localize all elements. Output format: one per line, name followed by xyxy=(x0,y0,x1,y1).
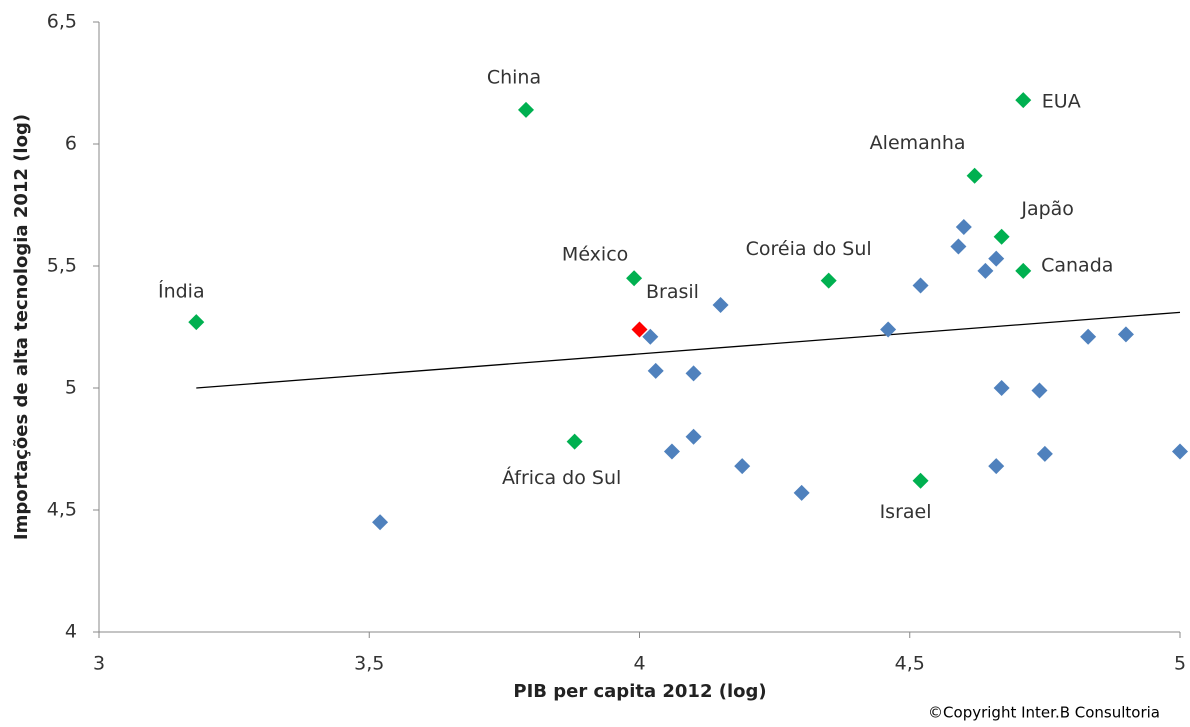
point xyxy=(966,167,983,184)
point xyxy=(712,297,729,314)
point xyxy=(517,101,534,118)
point-label: Coréia do Sul xyxy=(746,238,872,260)
point xyxy=(988,250,1005,267)
point xyxy=(685,428,702,445)
point xyxy=(1080,328,1097,345)
x-tick-label: 3,5 xyxy=(354,653,384,675)
point-label: Japão xyxy=(1020,198,1074,220)
y-tick-label: 4,5 xyxy=(47,499,77,521)
y-tick-label: 6 xyxy=(65,133,77,155)
point xyxy=(1117,326,1134,343)
point-label: Alemanha xyxy=(870,132,966,154)
y-tick-label: 5 xyxy=(65,377,77,399)
point xyxy=(566,433,583,450)
x-tick-label: 4 xyxy=(633,653,645,675)
point xyxy=(793,484,810,501)
y-tick-label: 4 xyxy=(65,621,77,643)
point xyxy=(647,362,664,379)
point-label: México xyxy=(562,244,628,266)
x-tick-label: 4,5 xyxy=(895,653,925,675)
point-label: Brasil xyxy=(646,281,699,303)
x-tick-label: 5 xyxy=(1174,653,1186,675)
point xyxy=(950,238,967,255)
point-label: Canada xyxy=(1041,254,1113,276)
point-label: EUA xyxy=(1042,91,1081,113)
x-axis-title: PIB per capita 2012 (log) xyxy=(513,681,766,702)
point xyxy=(631,321,648,338)
point xyxy=(988,458,1005,475)
point xyxy=(626,270,643,287)
point-label: Índia xyxy=(158,280,205,303)
point xyxy=(663,443,680,460)
point xyxy=(912,277,929,294)
trendline xyxy=(196,311,1181,389)
point xyxy=(993,380,1010,396)
point xyxy=(977,262,994,279)
point-label: China xyxy=(487,66,541,88)
point-label: África do Sul xyxy=(502,466,621,489)
point xyxy=(734,458,751,475)
y-tick-label: 6,5 xyxy=(47,11,77,33)
point xyxy=(912,472,929,489)
point xyxy=(955,218,972,235)
point xyxy=(372,514,389,531)
point xyxy=(820,272,837,289)
point xyxy=(188,314,205,331)
point xyxy=(1031,382,1048,399)
point xyxy=(685,365,702,382)
point xyxy=(1172,443,1188,460)
copyright-note: ©Copyright Inter.B Consultoria xyxy=(928,704,1160,722)
point xyxy=(993,228,1010,245)
point xyxy=(642,328,659,345)
x-tick-label: 3 xyxy=(93,653,105,675)
point xyxy=(880,321,897,338)
point xyxy=(1036,445,1053,462)
point xyxy=(1015,92,1032,109)
point xyxy=(1015,262,1032,279)
point-label: Israel xyxy=(880,501,932,523)
y-tick-label: 5,5 xyxy=(47,255,77,277)
y-axis-title: Importações de alta tecnologia 2012 (log… xyxy=(11,114,32,540)
